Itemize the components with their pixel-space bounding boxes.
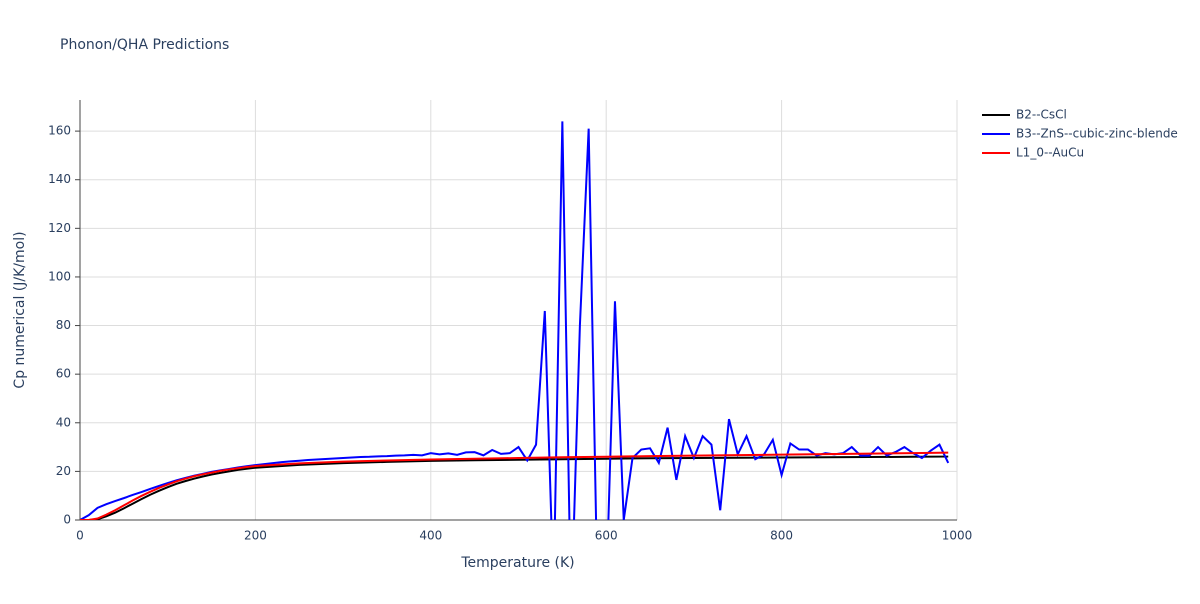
y-tick-label: 120	[48, 221, 71, 235]
grid: 0 200 400 600 800 1000 0 20 40 60 80 100 120 140 160	[48, 100, 972, 543]
x-tick-label: 0	[76, 529, 84, 543]
y-tick-label: 160	[48, 124, 71, 138]
x-axis-title: Temperature (K)	[460, 555, 574, 571]
y-tick-label: 60	[56, 367, 71, 381]
legend-label: B2--CsCl	[1016, 108, 1067, 122]
legend-label: L1_0--AuCu	[1016, 146, 1084, 160]
plot-area	[80, 121, 950, 520]
y-tick-label: 20	[56, 464, 71, 478]
x-tick-label: 400	[419, 529, 442, 543]
legend: B2--CsCl B3--ZnS--cubic-zinc-blende L1_0--…	[982, 108, 1178, 160]
y-tick-label: 80	[56, 318, 71, 332]
y-tick-label: 40	[56, 415, 71, 429]
chart-title: Phonon/QHA Predictions	[60, 37, 229, 53]
x-tick-label: 600	[595, 529, 618, 543]
y-axis-title: Cp numerical (J/K/mol)	[12, 231, 28, 388]
y-tick-label: 140	[48, 172, 71, 186]
x-tick-label: 1000	[942, 529, 973, 543]
x-tick-label: 200	[244, 529, 267, 543]
series-line	[80, 455, 949, 520]
y-tick-label: 0	[63, 513, 71, 527]
y-tick-label: 100	[48, 269, 71, 283]
legend-label: B3--ZnS--cubic-zinc-blende	[1016, 127, 1178, 141]
series-line	[80, 451, 949, 520]
x-tick-label: 800	[770, 529, 793, 543]
series-line	[80, 121, 950, 520]
